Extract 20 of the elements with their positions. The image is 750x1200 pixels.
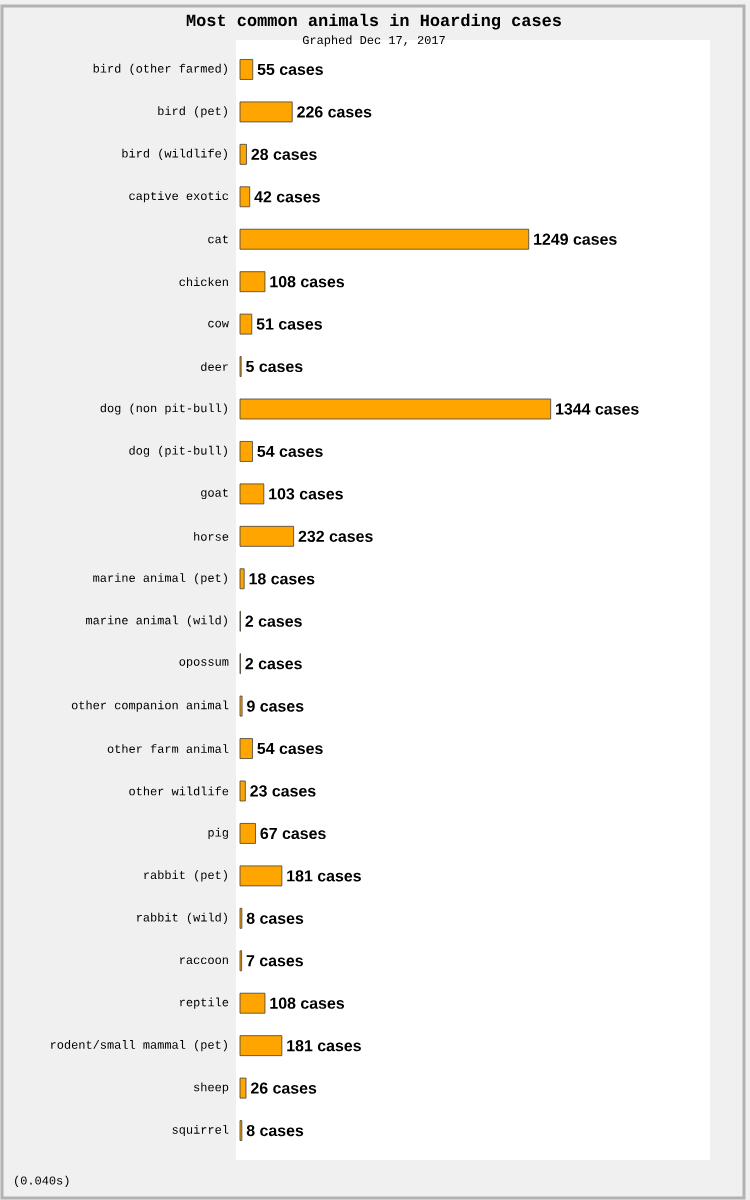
bar [239, 780, 246, 802]
bar [239, 483, 265, 505]
bar [239, 441, 253, 462]
bar [239, 228, 530, 250]
bar [239, 525, 295, 547]
bar [239, 271, 266, 293]
bar [239, 1035, 283, 1057]
bar [239, 313, 253, 335]
bar [239, 59, 254, 80]
bar [239, 568, 245, 590]
bar [239, 398, 552, 420]
bar [239, 143, 247, 165]
bar [239, 101, 293, 123]
bar [239, 823, 256, 844]
bar [239, 1077, 247, 1099]
bar [239, 738, 253, 759]
chart-title: Most common animals in Hoarding cases [186, 13, 561, 30]
bar [239, 992, 266, 1014]
bar [239, 865, 283, 887]
bar [239, 186, 251, 208]
